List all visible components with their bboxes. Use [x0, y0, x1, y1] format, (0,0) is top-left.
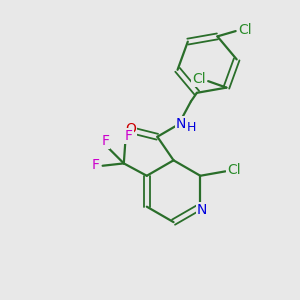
- Text: F: F: [101, 134, 109, 148]
- Text: H: H: [187, 122, 196, 134]
- Text: F: F: [125, 129, 133, 143]
- Text: N: N: [196, 203, 207, 217]
- Text: F: F: [91, 158, 99, 172]
- Text: N: N: [176, 117, 186, 131]
- Text: Cl: Cl: [227, 163, 241, 177]
- Text: Cl: Cl: [192, 72, 206, 86]
- Text: O: O: [125, 122, 136, 136]
- Text: Cl: Cl: [238, 22, 252, 37]
